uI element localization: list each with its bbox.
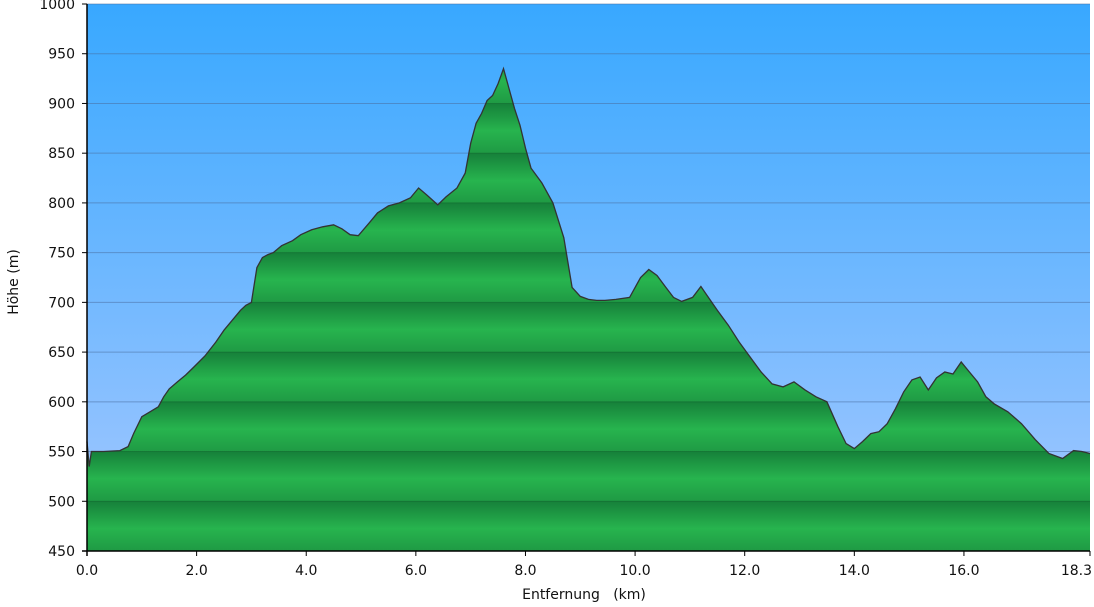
y-tick-label: 800 (48, 196, 75, 212)
x-tick-label: 18.3 (1061, 563, 1092, 579)
y-tick-label: 450 (48, 544, 75, 560)
y-tick-label: 900 (48, 96, 75, 112)
x-tick-label: 14.0 (839, 563, 870, 579)
y-tick-label: 650 (48, 345, 75, 361)
y-tick-label: 750 (48, 246, 75, 262)
x-tick-label: 8.0 (514, 563, 536, 579)
y-axis-ticks: 450 500 550 600 650 700 750 800 850 900 950 1000 (39, 0, 87, 560)
x-tick-label: 0.0 (76, 563, 98, 579)
y-tick-label: 500 (48, 494, 75, 510)
x-tick-label: 10.0 (620, 563, 651, 579)
axes (82, 4, 1090, 556)
y-axis-title: Höhe (m) (6, 249, 22, 315)
x-tick-label: 16.0 (948, 563, 979, 579)
x-axis-ticks: 0.0 2.0 4.0 6.0 8.0 10.0 12.0 14.0 16.0 18.3 (76, 551, 1092, 579)
x-tick-label: 2.0 (185, 563, 207, 579)
x-tick-label: 4.0 (295, 563, 317, 579)
x-tick-label: 6.0 (405, 563, 427, 579)
y-tick-label: 550 (48, 445, 75, 461)
y-tick-label: 850 (48, 146, 75, 162)
x-tick-label: 12.0 (729, 563, 760, 579)
y-tick-label: 950 (48, 47, 75, 63)
x-axis-title: Entfernung (km) (522, 587, 646, 603)
elevation-outline (86, 66, 1091, 467)
y-tick-label: 700 (48, 295, 75, 311)
y-tick-label: 1000 (39, 0, 75, 13)
y-tick-label: 600 (48, 395, 75, 411)
